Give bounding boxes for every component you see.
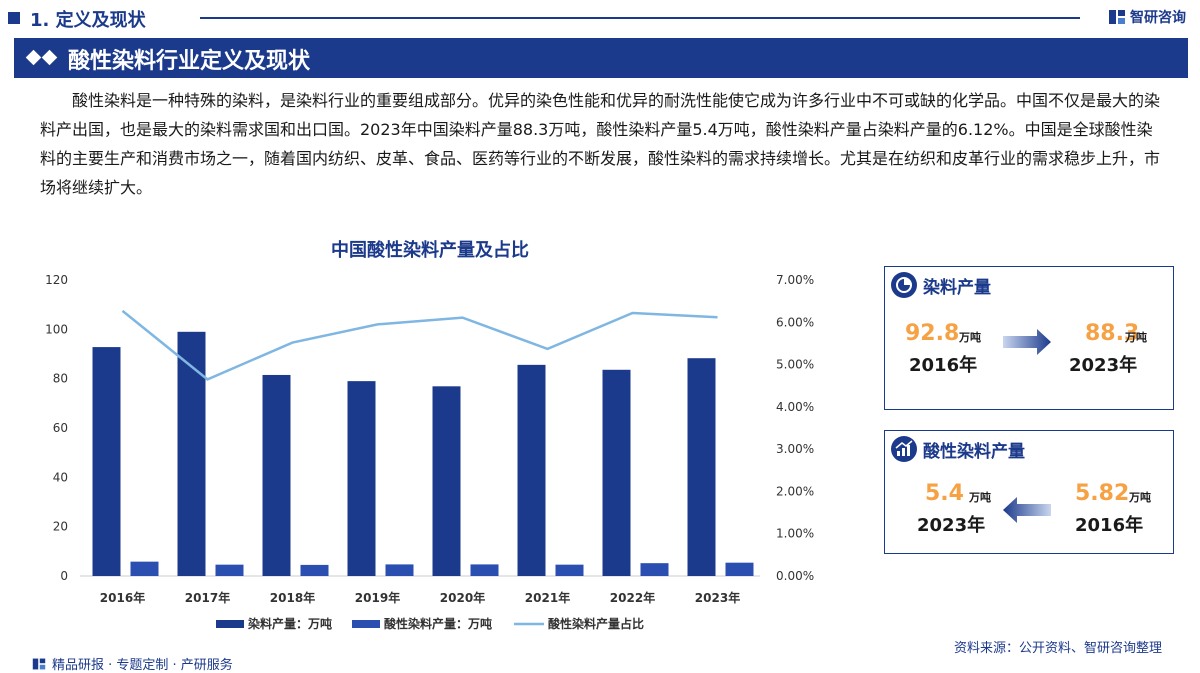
top-divider	[200, 17, 1080, 19]
x-tick-label: 2019年	[355, 590, 400, 605]
y-left-tick-label: 120	[45, 273, 68, 287]
page-title: 酸性染料行业定义及现状	[68, 49, 311, 74]
y-left-tick-label: 0	[60, 569, 68, 583]
y-left-tick-label: 40	[53, 470, 68, 484]
x-tick-label: 2020年	[440, 590, 485, 605]
x-tick-label: 2017年	[185, 590, 230, 605]
y-right-tick-label: 0.00%	[776, 569, 814, 583]
x-tick-label: 2021年	[525, 590, 570, 605]
source-note: 资料来源：公开资料、智研咨询整理	[953, 641, 1162, 656]
y-right-tick-label: 2.00%	[776, 484, 814, 498]
x-tick-label: 2016年	[100, 590, 145, 605]
bar-dye-output	[687, 358, 716, 576]
card-header: 染料产量	[891, 267, 991, 303]
y-left-tick-label: 100	[45, 322, 68, 336]
y-right-tick-label: 6.00%	[776, 315, 814, 329]
bar-acid-dye-output	[725, 562, 754, 576]
brand: 智研咨询	[1108, 7, 1186, 27]
card-header: 酸性染料产量	[891, 431, 1025, 467]
y-right-tick-label: 3.00%	[776, 442, 814, 456]
legend-label-share: 酸性染料产量占比	[548, 616, 644, 631]
intro-paragraph: 酸性染料是一种特殊的染料，是染料行业的重要组成部分。优异的染色性能和优异的耐洗性…	[40, 91, 1161, 197]
card-label: 酸性染料产量	[923, 441, 1025, 462]
bar-acid-dye-output	[555, 564, 584, 576]
diamond-icon	[41, 49, 58, 66]
top-bar: 1. 定义及现状 智研咨询	[0, 0, 1200, 36]
y-left-tick-label: 80	[53, 372, 68, 386]
footer-slogan: 精品研报 · 专题定制 · 产研服务	[32, 654, 233, 673]
line-acid-share	[121, 309, 718, 381]
right-value: 5.82	[1075, 481, 1130, 506]
bar-dye-output	[92, 347, 121, 576]
bar-dye-output	[177, 331, 206, 576]
chart-title: 中国酸性染料产量及占比	[331, 240, 529, 261]
right-year: 2016年	[1075, 515, 1144, 536]
bar-acid-dye-output	[385, 564, 414, 576]
diamond-icon	[25, 49, 42, 66]
right-unit: 万吨	[1129, 491, 1151, 504]
y-right-tick-label: 4.00%	[776, 400, 814, 414]
title-banner: 酸性染料行业定义及现状	[14, 38, 1188, 78]
bar-chart-icon	[891, 436, 917, 462]
left-unit: 万吨	[959, 331, 981, 344]
bar-dye-output	[432, 386, 461, 576]
bar-dye-output	[602, 369, 631, 576]
card-dye-output: 染料产量 92.8 万吨 2016年 88.3 万吨 2023年	[884, 266, 1174, 410]
bar-dye-output	[517, 364, 546, 576]
legend-swatch-acid	[352, 620, 380, 628]
x-tick-label: 2018年	[270, 590, 315, 605]
left-value: 92.8	[905, 321, 960, 346]
y-right-tick-label: 1.00%	[776, 527, 814, 541]
y-left-tick-label: 60	[53, 421, 68, 435]
bar-dye-output	[347, 381, 376, 576]
arrow-right-icon	[1003, 329, 1051, 355]
right-value: 88.3	[1085, 321, 1140, 346]
bar-dye-output	[262, 374, 291, 576]
left-unit: 万吨	[969, 491, 991, 504]
bar-acid-dye-output	[470, 564, 499, 576]
left-year: 2023年	[917, 515, 986, 536]
brand-name: 智研咨询	[1130, 10, 1186, 26]
left-year: 2016年	[909, 355, 978, 376]
bar-acid-dye-output	[300, 564, 329, 576]
bar-acid-dye-output	[215, 564, 244, 576]
x-tick-label: 2023年	[695, 590, 740, 605]
logo-icon	[32, 658, 46, 669]
bar-acid-dye-output	[130, 561, 159, 576]
section-title: 1. 定义及现状	[30, 10, 146, 31]
card-label: 染料产量	[923, 277, 991, 298]
bar-acid-dye-output	[640, 563, 669, 576]
pie-chart-icon	[891, 272, 917, 298]
legend-label-dye: 染料产量：万吨	[247, 616, 332, 631]
card-acid-dye-output: 酸性染料产量 5.4 万吨 2023年 5.82 万吨 2016年	[884, 430, 1174, 554]
x-tick-label: 2022年	[610, 590, 655, 605]
right-unit: 万吨	[1125, 331, 1147, 344]
logo-icon	[1108, 8, 1126, 26]
legend-label-acid: 酸性染料产量：万吨	[384, 616, 492, 631]
y-left-tick-label: 20	[53, 520, 68, 534]
slogan-text: 精品研报 · 专题定制 · 产研服务	[52, 658, 233, 673]
combo-chart: 0 20 40 60 80 100 120 0.00% 1.00% 2.00% 3.00% 4.00%…	[45, 273, 814, 631]
right-year: 2023年	[1069, 355, 1138, 376]
y-right-tick-label: 7.00%	[776, 273, 814, 287]
section-square-icon	[8, 12, 20, 24]
y-right-tick-label: 5.00%	[776, 358, 814, 372]
arrow-left-icon	[1003, 497, 1051, 523]
legend-swatch-dye	[216, 620, 244, 628]
left-value: 5.4	[925, 481, 964, 506]
